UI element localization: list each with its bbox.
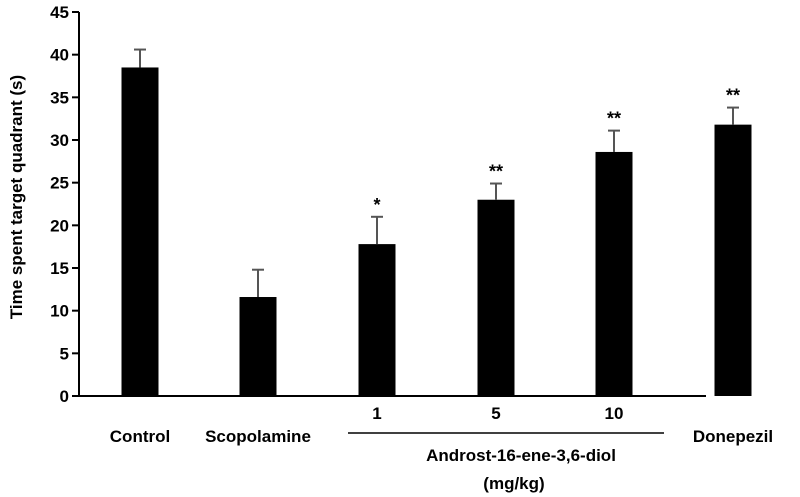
x-tick-label: 5 [491,404,500,423]
y-tick-label: 35 [50,88,69,107]
x-axis-labels: Control Scopolamine 1 5 10 Donepezil [110,404,773,446]
bar [595,151,633,396]
bar [239,297,277,396]
bar [714,124,752,396]
y-tick-label: 45 [50,3,69,22]
group-label-line1: Androst-16-ene-3,6-diol [426,446,616,465]
y-tick-label: 30 [50,131,69,150]
y-tick-label: 15 [50,259,69,278]
x-tick-label: 1 [372,404,381,423]
x-tick-label: 10 [605,404,624,423]
x-tick-label: Donepezil [693,427,773,446]
x-tick-label: Scopolamine [205,427,311,446]
y-tick-label: 5 [60,344,69,363]
significance-marker: ** [489,162,503,182]
bar [477,199,515,396]
x-tick-label: Control [110,427,170,446]
y-axis-label: Time spent target quadrant (s) [7,75,26,319]
significance-marker: * [373,195,380,215]
group-label-line2: (mg/kg) [483,474,544,493]
y-tick-label: 25 [50,174,69,193]
significance-marker: ** [607,109,621,129]
bar [358,244,396,396]
y-tick-label: 20 [50,216,69,235]
bar [121,67,159,396]
bars: ******* [121,48,752,396]
y-tick-label: 10 [50,302,69,321]
y-axis-ticks: 0 5 10 15 20 25 30 35 40 45 [50,3,79,406]
y-tick-label: 0 [60,387,69,406]
y-tick-label: 40 [50,46,69,65]
significance-marker: ** [726,86,740,106]
